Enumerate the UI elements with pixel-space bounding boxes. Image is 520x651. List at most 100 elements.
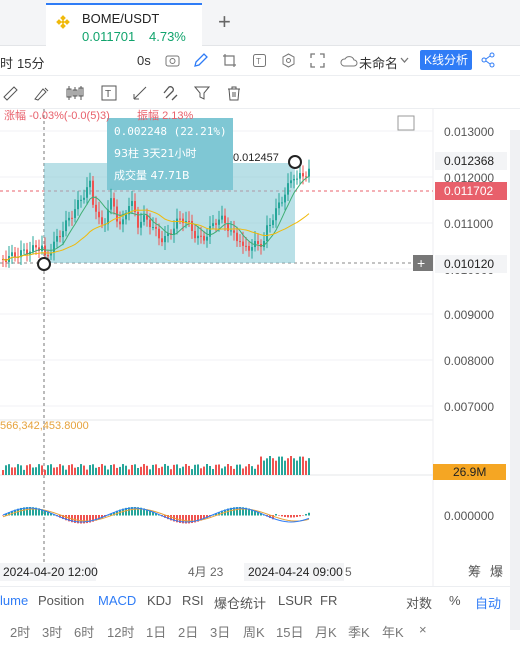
volume-bar (71, 464, 73, 475)
axis-mode-auto[interactable]: 自动 (475, 596, 502, 611)
candle-body (143, 215, 145, 222)
collapse-icon[interactable] (397, 115, 415, 131)
macd-bar (245, 507, 247, 516)
candles-icon[interactable] (65, 85, 85, 101)
indicator-tab[interactable]: RSI (182, 593, 204, 608)
macd-bar (233, 507, 235, 516)
indicator-tab[interactable]: Position (38, 593, 85, 608)
measure-icon[interactable] (132, 85, 148, 101)
layout-name[interactable]: 未命名 (359, 56, 399, 71)
axis-mode-percent[interactable]: % (449, 593, 461, 608)
volume-bar (242, 468, 244, 475)
chart-area[interactable]: 0.002248 (22.21%) 93柱 3天21小时 成交量 47.71B … (0, 109, 520, 586)
macd-bar (203, 515, 205, 520)
macd-bar (272, 515, 274, 520)
candle-body (122, 219, 124, 225)
candle-body (290, 180, 292, 184)
period-tab[interactable]: 2日 (178, 625, 199, 640)
interval-suffix[interactable]: 时 (0, 56, 14, 71)
cloud-icon[interactable] (340, 54, 358, 67)
candle-body (161, 238, 163, 243)
indicator-change-label: 涨幅 -0.03%(-0.0(5)3) (4, 109, 110, 122)
volume-bar (182, 466, 184, 475)
period-tab[interactable]: 3时 (42, 625, 63, 640)
add-alert-button[interactable] (413, 255, 433, 271)
period-tab[interactable]: 年K (382, 625, 404, 640)
macd-bar (191, 515, 193, 524)
indicator-tab[interactable]: FR (320, 593, 338, 608)
macd-bar (260, 513, 262, 516)
period-tab[interactable]: 6时 (74, 625, 95, 640)
period-tab[interactable]: 15日 (276, 625, 304, 640)
macd-bar (26, 507, 28, 516)
volume-bar (254, 468, 256, 475)
add-tab-icon[interactable]: + (218, 9, 231, 34)
share-icon[interactable] (480, 52, 496, 68)
period-tab[interactable]: 1日 (146, 625, 167, 640)
period-tab[interactable]: 12时 (107, 625, 135, 640)
chart-toolbar: 时 15分 0s T 未命名 (0, 46, 520, 76)
text-icon[interactable]: T (101, 85, 117, 101)
tab-bome-usdt[interactable]: BOME/USDT 0.011701 4.73% (46, 3, 202, 46)
settings-icon[interactable] (281, 53, 296, 68)
crop-icon[interactable] (222, 53, 237, 68)
indicator-tab[interactable]: LSUR (278, 593, 313, 608)
seconds-selector[interactable]: 0s (137, 53, 151, 68)
volume-bar (95, 467, 97, 475)
close-icon[interactable]: × (419, 622, 427, 637)
axis-mode-log[interactable]: 对数 (406, 596, 433, 611)
candle-body (62, 231, 64, 238)
candle-body (68, 217, 70, 221)
fullscreen-icon[interactable] (310, 53, 325, 68)
chips-button[interactable]: 筹 (468, 564, 481, 579)
indicator-tab[interactable]: 爆仓统计 (214, 596, 267, 611)
macd-bar (32, 507, 34, 516)
period-tab[interactable]: 季K (348, 625, 370, 640)
volume-bar (284, 460, 286, 475)
trash-icon[interactable] (226, 85, 242, 101)
period-tab[interactable]: 月K (315, 625, 337, 640)
chevron-down-icon[interactable] (400, 57, 409, 63)
candle-body (92, 180, 94, 205)
right-scroll-rail[interactable] (510, 130, 520, 630)
volume-bar (299, 456, 301, 475)
brush-icon[interactable] (33, 85, 51, 101)
indicator-tab[interactable]: KDJ (147, 593, 172, 608)
macd-bar (167, 515, 169, 520)
pencil-icon[interactable] (193, 53, 208, 68)
candle-body (53, 241, 55, 253)
volume-bar (218, 464, 220, 475)
template-icon[interactable]: T (252, 53, 267, 68)
ruler-icon[interactable] (2, 85, 18, 101)
volume-bar (278, 456, 280, 475)
macd-bar (89, 515, 91, 523)
liquidation-button[interactable]: 爆 (490, 564, 503, 579)
period-tab[interactable]: 3日 (210, 625, 231, 640)
kline-analysis-button[interactable]: K线分析 (420, 50, 472, 70)
volume-bar (308, 458, 310, 475)
candle-body (167, 233, 169, 237)
interval-selector[interactable]: 15分 (17, 56, 45, 71)
indicator-tab[interactable]: MACD (98, 593, 137, 608)
candle-body (200, 235, 202, 237)
camera-icon[interactable] (165, 53, 180, 67)
volume-bar (239, 464, 241, 475)
candle-body (38, 247, 40, 251)
period-tab[interactable]: 周K (243, 625, 265, 640)
volume-bar (206, 464, 208, 475)
macd-bar (77, 515, 79, 524)
tab-symbol: BOME/USDT (82, 11, 160, 26)
filter-icon[interactable] (194, 85, 210, 101)
period-tab[interactable]: 2时 (10, 625, 31, 640)
indicator-tab[interactable]: lume (0, 593, 29, 608)
measure-end-handle[interactable] (288, 155, 302, 169)
magnet-icon[interactable] (163, 85, 179, 101)
candle-body (50, 252, 52, 256)
candle-body (224, 215, 226, 224)
volume-bar (185, 464, 187, 475)
volume-bar (290, 456, 292, 475)
measure-start-handle[interactable] (37, 257, 51, 271)
volume-bar (173, 464, 175, 475)
volume-bar (305, 460, 307, 475)
candle-body (119, 221, 121, 225)
